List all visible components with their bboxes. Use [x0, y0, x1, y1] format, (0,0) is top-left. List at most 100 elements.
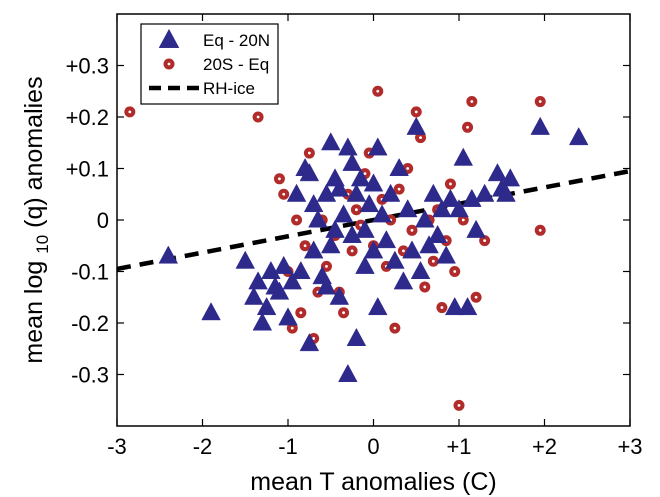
triangle-point	[329, 178, 350, 197]
circle-point-center	[431, 259, 435, 263]
circle-point-center	[282, 192, 286, 196]
circle-point-center	[295, 218, 298, 222]
triangle-point	[316, 276, 337, 295]
circle-point	[479, 235, 491, 247]
circle-point	[406, 224, 418, 236]
circle-point	[291, 214, 303, 226]
circle-point-center	[278, 177, 281, 181]
circle-point-center	[414, 110, 418, 114]
triangle-point	[372, 204, 392, 223]
circle-point	[419, 281, 431, 293]
circle-point	[457, 214, 469, 226]
triangle-point	[299, 333, 320, 352]
triangle-point	[530, 116, 550, 135]
triangle-point	[496, 183, 516, 202]
triangle-point	[248, 271, 268, 290]
legend-circle-icon-center	[167, 62, 171, 66]
triangle-point	[466, 219, 486, 238]
triangle-point	[368, 297, 388, 316]
circle-point-center	[453, 270, 457, 273]
circle-point-center	[402, 249, 405, 253]
circle-point-center	[406, 167, 410, 170]
triangle-point	[402, 240, 422, 259]
triangle-point	[346, 183, 367, 202]
x-tick-label: -3	[107, 434, 127, 459]
circle-point	[124, 106, 136, 118]
legend: Eq - 20N 20S - Eq RH-ice	[140, 23, 279, 105]
triangle-point	[389, 157, 409, 177]
circle-point	[295, 307, 307, 319]
triangle-point	[261, 260, 281, 280]
triangle-point	[487, 163, 508, 182]
triangle-point	[256, 297, 277, 316]
y-tick-label: +0.1	[66, 157, 109, 182]
circle-point-center	[461, 218, 465, 222]
circle-point-center	[325, 264, 328, 268]
triangle-point	[427, 224, 448, 243]
x-tick-label: +2	[532, 434, 557, 459]
triangle-point	[320, 235, 341, 254]
triangle-point	[291, 260, 311, 280]
triangle-point	[342, 224, 362, 243]
triangle-point	[316, 183, 337, 202]
triangle-point	[286, 183, 307, 202]
circle-point	[436, 302, 448, 314]
legend-label: 20S - Eq	[203, 55, 269, 74]
triangle-point	[282, 271, 303, 290]
circle-point	[470, 291, 482, 303]
triangle-point	[419, 235, 439, 254]
triangle-point	[235, 250, 256, 269]
triangle-point	[333, 204, 354, 223]
circle-point	[303, 147, 315, 159]
circle-point	[453, 399, 465, 411]
triangle-point	[440, 188, 461, 207]
x-tick-label: -1	[278, 434, 298, 459]
legend-label: RH-ice	[203, 79, 255, 98]
y-tick-label: 0	[97, 208, 109, 233]
circle-point-center	[303, 244, 307, 248]
triangle-point	[244, 286, 264, 305]
circle-point-center	[376, 89, 380, 93]
triangle-point	[363, 240, 384, 259]
circle-point	[427, 255, 439, 267]
triangle-point	[308, 209, 328, 228]
circle-point-center	[538, 100, 542, 103]
circle-point-center	[419, 136, 422, 140]
triangle-point	[359, 194, 379, 213]
legend-circle-icon	[163, 58, 175, 70]
triangle-point	[299, 163, 320, 182]
triangle-point	[397, 199, 418, 218]
y-axis-label: mean log 10 (q) anomalies	[20, 76, 54, 363]
circle-point	[415, 132, 427, 144]
y-axis-label-main: mean log	[20, 261, 48, 364]
triangle-point	[432, 199, 452, 218]
data-marks	[116, 85, 631, 411]
triangle-point	[303, 240, 324, 259]
circle-point-center	[312, 337, 316, 340]
circle-point	[410, 106, 422, 118]
y-tick-label: +0.2	[66, 105, 109, 130]
triangle-point	[201, 302, 221, 321]
circle-point	[534, 224, 546, 236]
triangle-point	[363, 173, 384, 192]
y-axis-label-rest: (q) anomalies	[20, 76, 48, 227]
circle-point	[389, 322, 401, 334]
circle-point-center	[483, 239, 487, 243]
circle-point-center	[299, 311, 303, 315]
triangle-point	[346, 327, 367, 346]
y-tick-label: -0.1	[71, 260, 109, 285]
circle-point-center	[359, 223, 363, 227]
triangle-point	[329, 286, 350, 305]
triangle-point	[444, 297, 465, 316]
triangle-point	[273, 255, 294, 274]
triangle-point	[500, 168, 521, 187]
x-tick-label: 0	[367, 434, 379, 459]
circle-point	[449, 266, 461, 277]
circle-point	[462, 121, 474, 133]
triangle-point	[393, 271, 414, 290]
triangle-point	[368, 137, 388, 156]
y-tick-label: -0.2	[71, 311, 109, 336]
triangle-point	[269, 281, 290, 300]
circle-point-center	[440, 306, 444, 309]
